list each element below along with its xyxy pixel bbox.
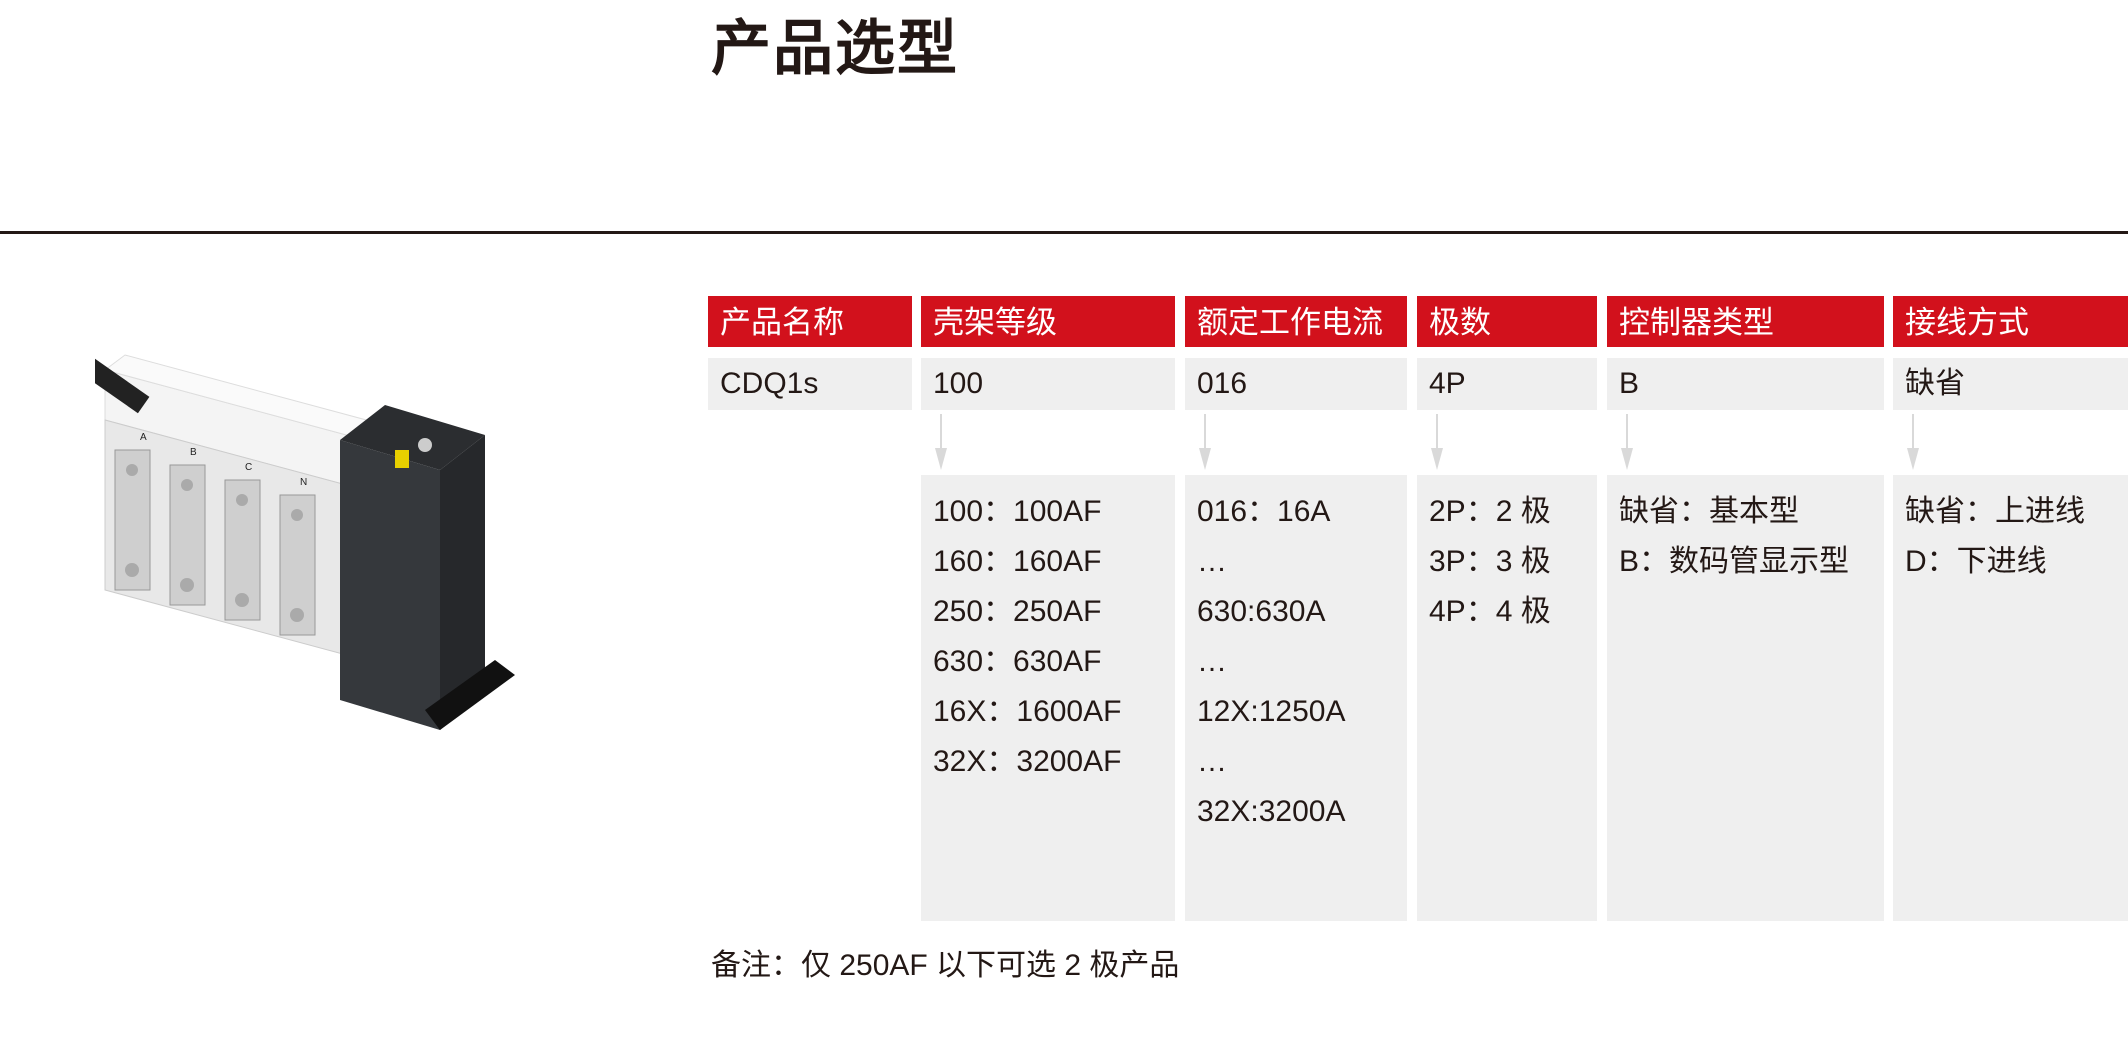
column-value: B	[1607, 358, 1884, 410]
column-value: 100	[921, 358, 1175, 410]
arrow-down-icon	[1907, 414, 1919, 470]
option-item: 32X：3200AF	[933, 745, 1122, 778]
column-value: 016	[1185, 358, 1407, 410]
column-header: 接线方式	[1893, 296, 2128, 350]
arrow-down-icon	[1621, 414, 1633, 470]
option-item: 缺省：上进线	[1905, 495, 2085, 528]
option-item: …	[1197, 545, 1227, 578]
arrow-down-icon	[935, 414, 947, 470]
divider	[0, 231, 2128, 234]
option-item: 缺省：基本型	[1619, 495, 1799, 528]
column-header: 壳架等级	[921, 296, 1175, 350]
option-item: 630:630A	[1197, 595, 1326, 628]
option-item: 12X:1250A	[1197, 695, 1346, 728]
column-frame-grade: 壳架等级 100 100：100AF 160：160AF 250：250AF 6…	[921, 296, 1175, 921]
column-header: 产品名称	[708, 296, 912, 350]
pole-label: C	[245, 462, 252, 473]
pole-label: N	[300, 477, 307, 488]
column-header: 额定工作电流	[1185, 296, 1407, 350]
option-item: 250：250AF	[933, 595, 1102, 628]
pole-label: B	[190, 447, 197, 458]
option-item: D：下进线	[1905, 545, 2047, 578]
column-header: 控制器类型	[1607, 296, 1884, 350]
option-item: …	[1197, 745, 1227, 778]
footnote: 备注：仅 250AF 以下可选 2 极产品	[711, 949, 1180, 982]
option-item: 4P：4 极	[1429, 595, 1551, 628]
option-item: 3P：3 极	[1429, 545, 1551, 578]
column-controller-type: 控制器类型 B 缺省：基本型 B：数码管显示型	[1607, 296, 1884, 921]
arrow-down-icon	[1431, 414, 1443, 470]
arrow-down-icon	[1199, 414, 1211, 470]
column-value: 缺省	[1893, 358, 2128, 410]
column-value: 4P	[1417, 358, 1597, 410]
option-item: …	[1197, 645, 1227, 678]
option-item: 16X：1600AF	[933, 695, 1122, 728]
options-list: 100：100AF 160：160AF 250：250AF 630：630AF …	[921, 475, 1175, 921]
option-item: 32X:3200A	[1197, 795, 1346, 828]
option-item: 016：16A	[1197, 495, 1331, 528]
option-item: 160：160AF	[933, 545, 1102, 578]
options-list: 016：16A … 630:630A … 12X:1250A … 32X:320…	[1185, 475, 1407, 921]
column-product-name: 产品名称 CDQ1s	[708, 296, 912, 410]
page-title: 产品选型	[711, 15, 959, 82]
product-image: A B C N	[95, 354, 515, 730]
column-rated-current: 额定工作电流 016 016：16A … 630:630A … 12X:1250…	[1185, 296, 1407, 921]
options-list: 缺省：上进线 D：下进线	[1893, 475, 2128, 921]
option-item: 630：630AF	[933, 645, 1102, 678]
column-header: 极数	[1417, 296, 1597, 350]
option-item: 2P：2 极	[1429, 495, 1551, 528]
option-item: B：数码管显示型	[1619, 545, 1850, 578]
column-poles: 极数 4P 2P：2 极 3P：3 极 4P：4 极	[1417, 296, 1597, 921]
options-list: 2P：2 极 3P：3 极 4P：4 极	[1417, 475, 1597, 921]
pole-label: A	[140, 432, 147, 443]
column-value: CDQ1s	[708, 358, 912, 410]
options-list: 缺省：基本型 B：数码管显示型	[1607, 475, 1884, 921]
option-item: 100：100AF	[933, 495, 1102, 528]
column-wiring-method: 接线方式 缺省 缺省：上进线 D：下进线	[1893, 296, 2128, 921]
